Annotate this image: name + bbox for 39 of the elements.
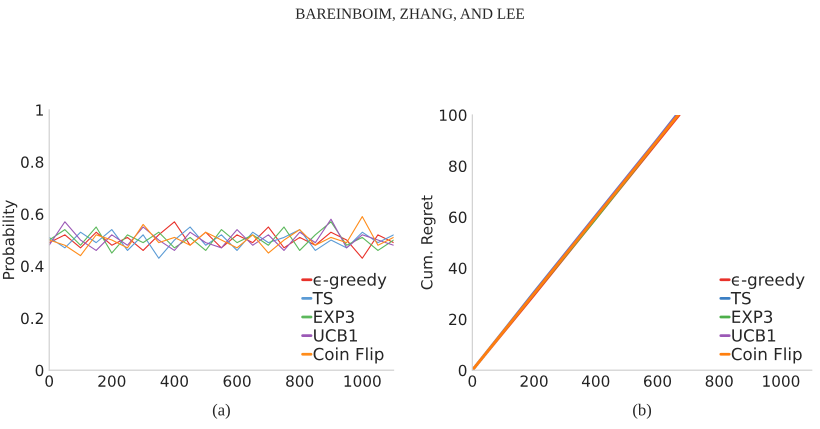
y-tick-label: 0.8 — [21, 156, 44, 168]
y-tick-label: 0.6 — [21, 208, 44, 220]
x-tick-label: 200 — [98, 375, 126, 387]
text: BAREINBOIM, ZHANG, AND LEE — [296, 8, 524, 22]
x-tick-label: 0 — [468, 375, 476, 387]
legend-label: Coin Flip — [314, 347, 384, 364]
legend-label: Coin Flip — [732, 347, 802, 364]
x-tick-label: 200 — [520, 375, 548, 387]
y-axis-title: Probability — [2, 200, 18, 279]
legend-label: EXP3 — [314, 310, 354, 324]
x-tick-label: 400 — [582, 375, 610, 387]
legend-label: ϵ-greedy — [732, 272, 805, 290]
legend-label: EXP3 — [732, 310, 772, 324]
x-axis-title: (a) — [212, 404, 230, 419]
y-tick-label: 0.4 — [21, 260, 44, 272]
x-tick-label: 1000 — [763, 375, 800, 387]
x-tick-label: 400 — [160, 375, 188, 387]
legend-label: UCB1 — [732, 329, 776, 342]
legend-label: UCB1 — [314, 329, 357, 342]
x-tick-label: 600 — [224, 375, 251, 387]
legend-label: ϵ-greedy — [314, 272, 386, 290]
y-tick-label: 0.2 — [21, 312, 43, 324]
y-tick-label: 1 — [36, 104, 43, 116]
y-tick-label: 100 — [440, 109, 466, 121]
y-tick-label: 80 — [449, 160, 466, 172]
legend-label: TS — [730, 292, 751, 304]
y-tick-label: 0 — [458, 364, 466, 376]
y-tick-label: 60 — [449, 212, 466, 224]
legend-label: TS — [312, 292, 332, 304]
y-axis-title: Cum. Regret — [421, 195, 436, 290]
x-tick-label: 600 — [644, 375, 672, 387]
y-tick-label: 0 — [36, 364, 44, 376]
x-tick-label: 0 — [45, 375, 54, 387]
y-tick-label: 20 — [449, 314, 466, 326]
x-tick-label: 1000 — [344, 375, 381, 387]
x-tick-label: 800 — [286, 375, 314, 387]
x-tick-label: 800 — [706, 375, 733, 387]
y-tick-label: 40 — [448, 262, 466, 274]
x-axis-title: (b) — [633, 404, 652, 419]
